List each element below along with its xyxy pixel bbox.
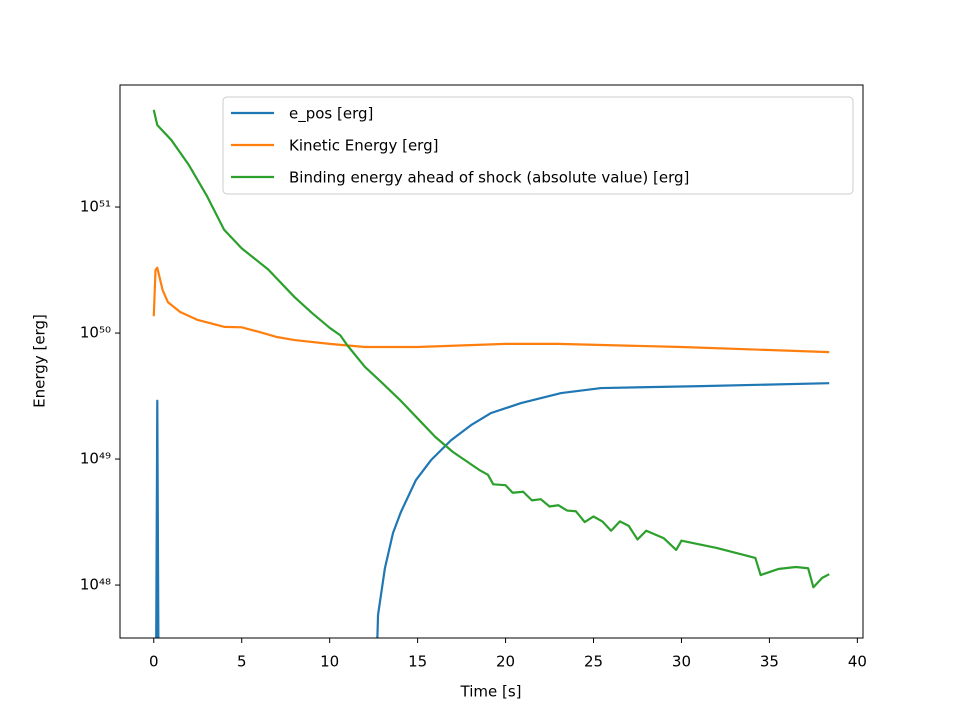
x-tick-label: 25 — [584, 653, 603, 671]
x-tick-label: 5 — [237, 653, 247, 671]
y-tick-label: 10⁴⁹ — [80, 450, 111, 468]
legend: e_pos [erg] Kinetic Energy [erg] Binding e… — [222, 96, 854, 195]
legend-box — [222, 96, 854, 195]
x-tick-label: 0 — [149, 653, 159, 671]
series-line — [152, 109, 830, 589]
x-tick-label: 30 — [672, 653, 691, 671]
x-tick-label: 35 — [760, 653, 779, 671]
y-tick-label: 10⁵⁰ — [80, 324, 111, 342]
x-tick-label: 10 — [320, 653, 339, 671]
x-tick-label: 15 — [408, 653, 427, 671]
x-tick-label: 40 — [848, 653, 867, 671]
series-line — [155, 382, 830, 638]
plot-area — [152, 109, 830, 638]
series-line — [152, 266, 830, 354]
axes-frame — [119, 84, 864, 639]
y-axis-label: Energy [erg] — [31, 314, 49, 408]
y-tick-label: 10⁵¹ — [80, 198, 111, 216]
x-axis-label: Time [s] — [460, 683, 522, 701]
legend-label: Kinetic Energy [erg] — [289, 137, 438, 155]
y-tick-label: 10⁴⁸ — [80, 576, 111, 594]
legend-label: Binding energy ahead of shock (absolute … — [289, 169, 689, 187]
legend-label: e_pos [erg] — [289, 105, 373, 124]
x-tick-label: 20 — [496, 653, 515, 671]
